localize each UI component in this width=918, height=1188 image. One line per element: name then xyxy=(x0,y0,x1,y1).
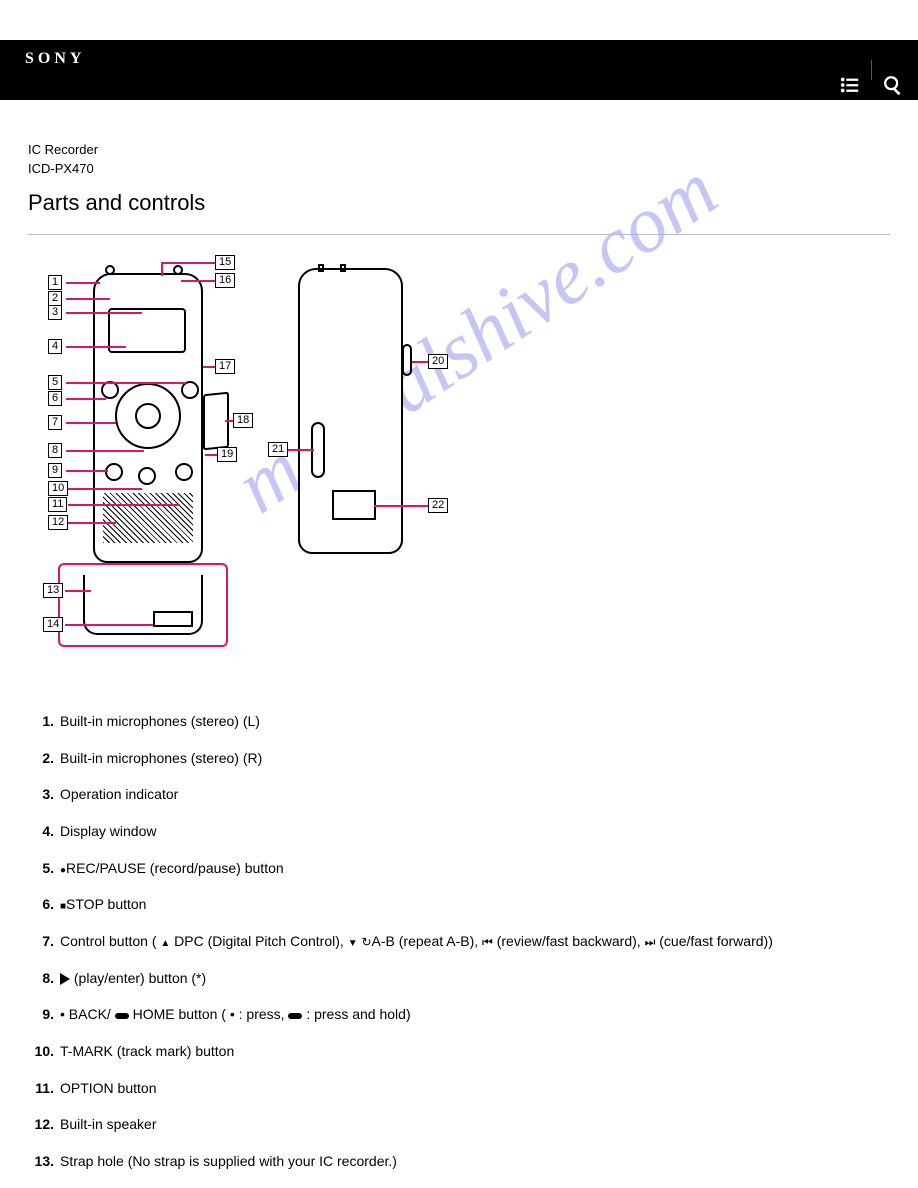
sony-logo: SONY xyxy=(25,40,85,68)
search-icon[interactable] xyxy=(878,40,908,100)
parts-list-item: Built-in microphones (stereo) (R) xyxy=(60,740,890,777)
parts-list-item: Operation indicator xyxy=(60,776,890,813)
parts-list-item: Built-in speaker xyxy=(60,1106,890,1143)
parts-list-item: Built-in microphones (stereo) (L) xyxy=(60,703,890,740)
parts-list-item: • BACK/ HOME button ( • : press, : press… xyxy=(60,996,890,1033)
page-header: SONY xyxy=(0,40,918,100)
parts-list-item: Control button ( DPC (Digital Pitch Cont… xyxy=(60,923,890,960)
page-title: Parts and controls xyxy=(28,190,890,216)
product-category: IC Recorder xyxy=(28,142,890,157)
header-divider xyxy=(871,60,872,80)
parts-list-item: Strap hole (No strap is supplied with yo… xyxy=(60,1143,890,1180)
title-separator xyxy=(28,234,890,235)
parts-list-item: T-MARK (track mark) button xyxy=(60,1033,890,1070)
device-diagram: manualshive.com 1 2 3 4 5 6 xyxy=(28,253,888,673)
parts-list-item: OPTION button xyxy=(60,1070,890,1107)
diagram-front-view: 1 2 3 4 5 6 7 8 9 10 11 12 13 1 xyxy=(53,253,253,653)
product-model: ICD-PX470 xyxy=(28,161,890,176)
parts-list: Built-in microphones (stereo) (L)Built-i… xyxy=(28,703,890,1180)
parts-list-item: Display window xyxy=(60,813,890,850)
parts-list-item: (play/enter) button (*) xyxy=(60,960,890,997)
diagram-back-view: 20 21 22 xyxy=(288,258,458,618)
parts-list-item: STOP button xyxy=(60,886,890,923)
parts-list-item: REC/PAUSE (record/pause) button xyxy=(60,850,890,887)
list-icon[interactable] xyxy=(835,40,865,100)
